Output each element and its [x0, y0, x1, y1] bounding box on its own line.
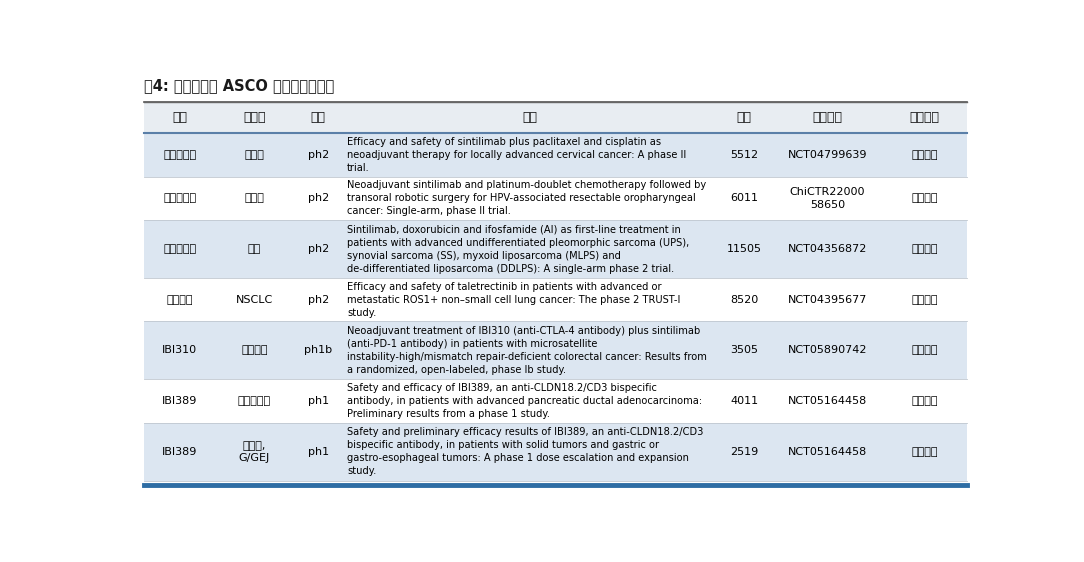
Text: 信迪利单抗: 信迪利单抗 [164, 150, 196, 160]
Text: ph2: ph2 [308, 294, 328, 305]
Text: Safety and preliminary efficacy results of IBI389, an anti-CLDN18.2/CD3
bispecif: Safety and preliminary efficacy results … [347, 427, 704, 477]
Text: Sintilimab, doxorubicin and ifosfamide (AI) as first-line treatment in
patients : Sintilimab, doxorubicin and ifosfamide (… [347, 224, 689, 274]
Text: IBI310: IBI310 [163, 346, 197, 355]
Bar [144, 133, 967, 176]
Text: 口头报告: 口头报告 [912, 193, 938, 203]
Text: 他雷替尼: 他雷替尼 [167, 294, 193, 305]
Text: 口头报告: 口头报告 [912, 150, 938, 160]
Bar [144, 278, 967, 321]
Text: ph2: ph2 [308, 150, 328, 160]
Bar [144, 423, 967, 481]
Text: 表4: 信达生物在 ASCO 会议的临床研究: 表4: 信达生物在 ASCO 会议的临床研究 [144, 78, 334, 93]
Text: 口头报告: 口头报告 [912, 294, 938, 305]
Text: NCT05164458: NCT05164458 [788, 396, 867, 406]
Text: ph2: ph2 [308, 244, 328, 254]
Text: 6011: 6011 [731, 193, 759, 203]
Text: IBI389: IBI389 [163, 396, 197, 406]
Text: NCT04356872: NCT04356872 [788, 244, 867, 254]
Text: 结直肠癌: 结直肠癌 [241, 346, 268, 355]
Text: 药物: 药物 [172, 111, 188, 124]
Text: Efficacy and safety of sintilimab plus paclitaxel and cisplatin as
neoadjuvant t: Efficacy and safety of sintilimab plus p… [347, 137, 686, 173]
Text: 5512: 5512 [731, 150, 759, 160]
Text: 实体瘤,
G/GEJ: 实体瘤, G/GEJ [238, 441, 270, 463]
Bar [144, 379, 967, 423]
Text: Efficacy and safety of taletrectinib in patients with advanced or
metastatic ROS: Efficacy and safety of taletrectinib in … [347, 282, 681, 318]
Text: 临床编号: 临床编号 [813, 111, 842, 124]
Bar [144, 176, 967, 220]
Text: 4011: 4011 [731, 396, 759, 406]
Text: 3505: 3505 [731, 346, 759, 355]
Text: Safety and efficacy of IBI389, an anti-CLDN18.2/CD3 bispecific
antibody, in pati: Safety and efficacy of IBI389, an anti-C… [347, 383, 702, 419]
Text: NCT05164458: NCT05164458 [788, 447, 867, 457]
Text: 消化道肿瘤: 消化道肿瘤 [237, 396, 271, 406]
Text: Neoadjuvant sintilimab and platinum-doublet chemotherapy followed by
transoral r: Neoadjuvant sintilimab and platinum-doub… [347, 180, 706, 216]
Text: 2519: 2519 [731, 447, 759, 457]
Text: NCT04799639: NCT04799639 [788, 150, 867, 160]
Text: NCT04395677: NCT04395677 [788, 294, 867, 305]
Text: 题目: 题目 [522, 111, 538, 124]
Text: 信迪利单抗: 信迪利单抗 [164, 193, 196, 203]
Text: 编号: 编号 [737, 111, 752, 124]
Text: 肉瘤: 肉瘤 [247, 244, 261, 254]
Text: Neoadjuvant treatment of IBI310 (anti-CTLA-4 antibody) plus sintilimab
(anti-PD-: Neoadjuvant treatment of IBI310 (anti-CT… [347, 326, 707, 375]
Text: 口咽癌: 口咽癌 [244, 193, 264, 203]
Text: 报告形式: 报告形式 [909, 111, 940, 124]
Text: 口头报告: 口头报告 [912, 447, 938, 457]
Text: 口头报告: 口头报告 [912, 346, 938, 355]
Text: ph1: ph1 [308, 396, 328, 406]
Text: 8520: 8520 [731, 294, 759, 305]
Text: 信迪利单抗: 信迪利单抗 [164, 244, 196, 254]
Text: NCT05890742: NCT05890742 [788, 346, 867, 355]
Text: IBI389: IBI389 [163, 447, 197, 457]
Text: 口头报告: 口头报告 [912, 244, 938, 254]
Text: 适应症: 适应症 [243, 111, 266, 124]
Text: 临床: 临床 [311, 111, 325, 124]
Text: 11505: 11505 [726, 244, 762, 254]
Bar [144, 102, 967, 133]
Text: NSCLC: NSCLC [235, 294, 273, 305]
Text: ph1b: ph1b [305, 346, 333, 355]
Text: 宫颈癌: 宫颈癌 [244, 150, 264, 160]
Bar [144, 220, 967, 278]
Bar [144, 321, 967, 379]
Text: ChiCTR22000
58650: ChiCTR22000 58650 [790, 187, 865, 210]
Text: 口头报告: 口头报告 [912, 396, 938, 406]
Text: ph1: ph1 [308, 447, 328, 457]
Text: ph2: ph2 [308, 193, 328, 203]
